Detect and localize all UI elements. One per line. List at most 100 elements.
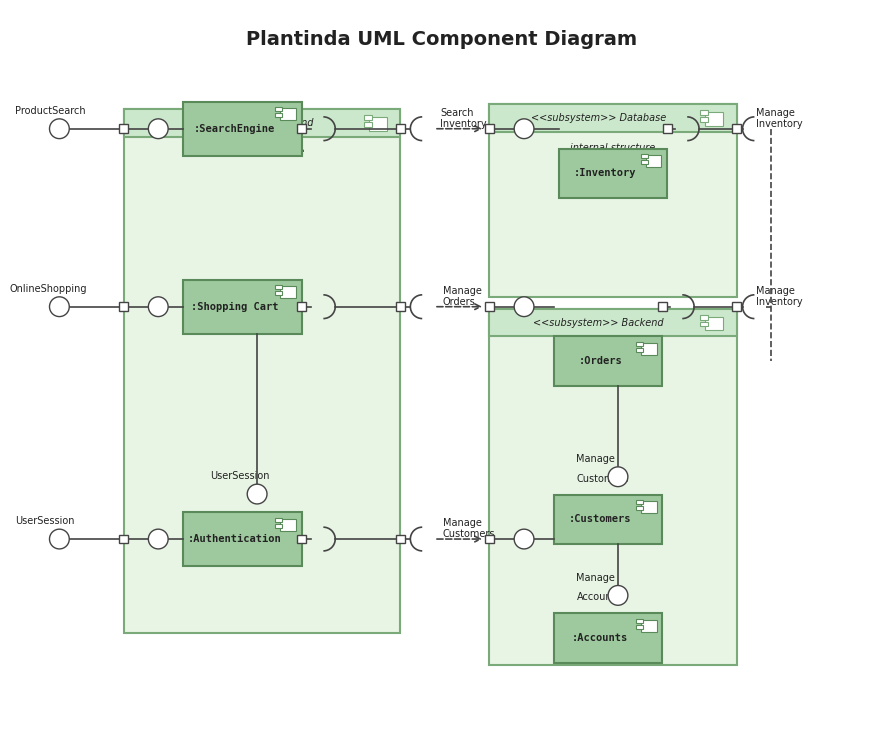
Text: Inventory: Inventory xyxy=(757,118,803,129)
Circle shape xyxy=(50,118,69,138)
Bar xyxy=(663,124,672,133)
Text: Manage: Manage xyxy=(443,286,482,296)
Bar xyxy=(641,343,657,355)
Bar xyxy=(183,280,301,334)
Bar xyxy=(183,102,301,156)
Bar xyxy=(553,336,662,386)
Text: Manage: Manage xyxy=(576,573,615,583)
Bar xyxy=(700,314,708,319)
Circle shape xyxy=(514,297,534,316)
Bar xyxy=(490,308,736,665)
Text: Manage: Manage xyxy=(443,518,482,528)
Text: Plantinda UML Component Diagram: Plantinda UML Component Diagram xyxy=(247,30,637,49)
Text: Customers: Customers xyxy=(576,474,629,484)
Text: :SearchEngine: :SearchEngine xyxy=(194,124,275,134)
Bar xyxy=(275,107,282,111)
Bar xyxy=(119,124,128,133)
Bar xyxy=(364,122,372,127)
Text: :Orders: :Orders xyxy=(578,356,622,366)
Text: Manage: Manage xyxy=(757,108,796,118)
Bar xyxy=(119,302,128,311)
Bar xyxy=(636,500,643,504)
Bar xyxy=(636,619,643,623)
Circle shape xyxy=(149,118,168,138)
Bar xyxy=(636,506,643,510)
Bar xyxy=(280,519,295,531)
Bar xyxy=(369,117,386,131)
Bar xyxy=(636,348,643,353)
Circle shape xyxy=(514,118,534,138)
Bar xyxy=(559,149,667,198)
Bar xyxy=(490,104,736,297)
Bar xyxy=(641,501,657,513)
Bar xyxy=(364,115,372,120)
Text: Customers: Customers xyxy=(443,529,496,539)
Bar xyxy=(485,534,494,543)
Bar xyxy=(553,613,662,662)
Bar xyxy=(275,524,282,528)
Bar xyxy=(124,109,400,137)
Circle shape xyxy=(514,529,534,549)
Bar xyxy=(490,308,736,336)
Circle shape xyxy=(149,297,168,316)
Text: <<subsystem>> Backend: <<subsystem>> Backend xyxy=(533,317,664,328)
Text: internal structure: internal structure xyxy=(570,347,656,357)
Circle shape xyxy=(608,467,628,486)
Bar xyxy=(641,155,648,158)
Bar xyxy=(490,104,736,132)
Text: Search: Search xyxy=(440,108,474,118)
Text: :Customers: :Customers xyxy=(569,514,631,524)
Bar xyxy=(636,342,643,346)
Bar xyxy=(705,112,723,126)
Text: <<subsystem>> Database: <<subsystem>> Database xyxy=(530,113,666,123)
Bar xyxy=(119,534,128,543)
Text: UserSession: UserSession xyxy=(210,471,269,481)
Bar xyxy=(641,160,648,164)
Bar xyxy=(658,302,667,311)
Circle shape xyxy=(50,297,69,316)
Text: Inventory: Inventory xyxy=(757,297,803,307)
Bar xyxy=(280,108,295,121)
Text: :Accounts: :Accounts xyxy=(572,633,629,643)
Bar xyxy=(275,291,282,295)
Bar xyxy=(732,302,741,311)
Text: Manage: Manage xyxy=(757,286,796,296)
Bar xyxy=(275,113,282,117)
Text: <<subsystem>> Frontend: <<subsystem>> Frontend xyxy=(181,118,314,128)
Bar xyxy=(645,155,661,167)
Bar xyxy=(732,124,741,133)
Text: Manage: Manage xyxy=(576,454,615,464)
Circle shape xyxy=(608,586,628,605)
Bar xyxy=(280,286,295,298)
Bar xyxy=(705,316,723,330)
Circle shape xyxy=(149,529,168,549)
Bar xyxy=(700,110,708,115)
Circle shape xyxy=(248,484,267,504)
Text: internal structure: internal structure xyxy=(219,147,305,158)
Text: Inventory: Inventory xyxy=(440,118,487,129)
Text: :Inventory: :Inventory xyxy=(574,169,636,178)
Bar xyxy=(700,322,708,327)
Bar xyxy=(396,124,405,133)
Bar xyxy=(275,286,282,289)
Bar xyxy=(297,302,306,311)
Bar xyxy=(553,495,662,544)
Text: UserSession: UserSession xyxy=(15,516,74,526)
Text: :Authentication: :Authentication xyxy=(187,534,281,544)
Bar xyxy=(396,302,405,311)
Bar xyxy=(396,534,405,543)
Text: ProductSearch: ProductSearch xyxy=(15,106,86,116)
Circle shape xyxy=(50,529,69,549)
Bar xyxy=(641,620,657,632)
Bar xyxy=(485,124,494,133)
Bar xyxy=(636,625,643,629)
Text: Account: Account xyxy=(576,592,616,602)
Bar xyxy=(183,512,301,566)
Bar xyxy=(297,124,306,133)
Bar xyxy=(485,302,494,311)
Text: Orders: Orders xyxy=(443,297,476,307)
Text: :Shopping Cart: :Shopping Cart xyxy=(191,302,278,312)
Bar xyxy=(124,109,400,633)
Text: internal structure: internal structure xyxy=(570,143,656,152)
Text: OnlineShopping: OnlineShopping xyxy=(10,284,88,294)
